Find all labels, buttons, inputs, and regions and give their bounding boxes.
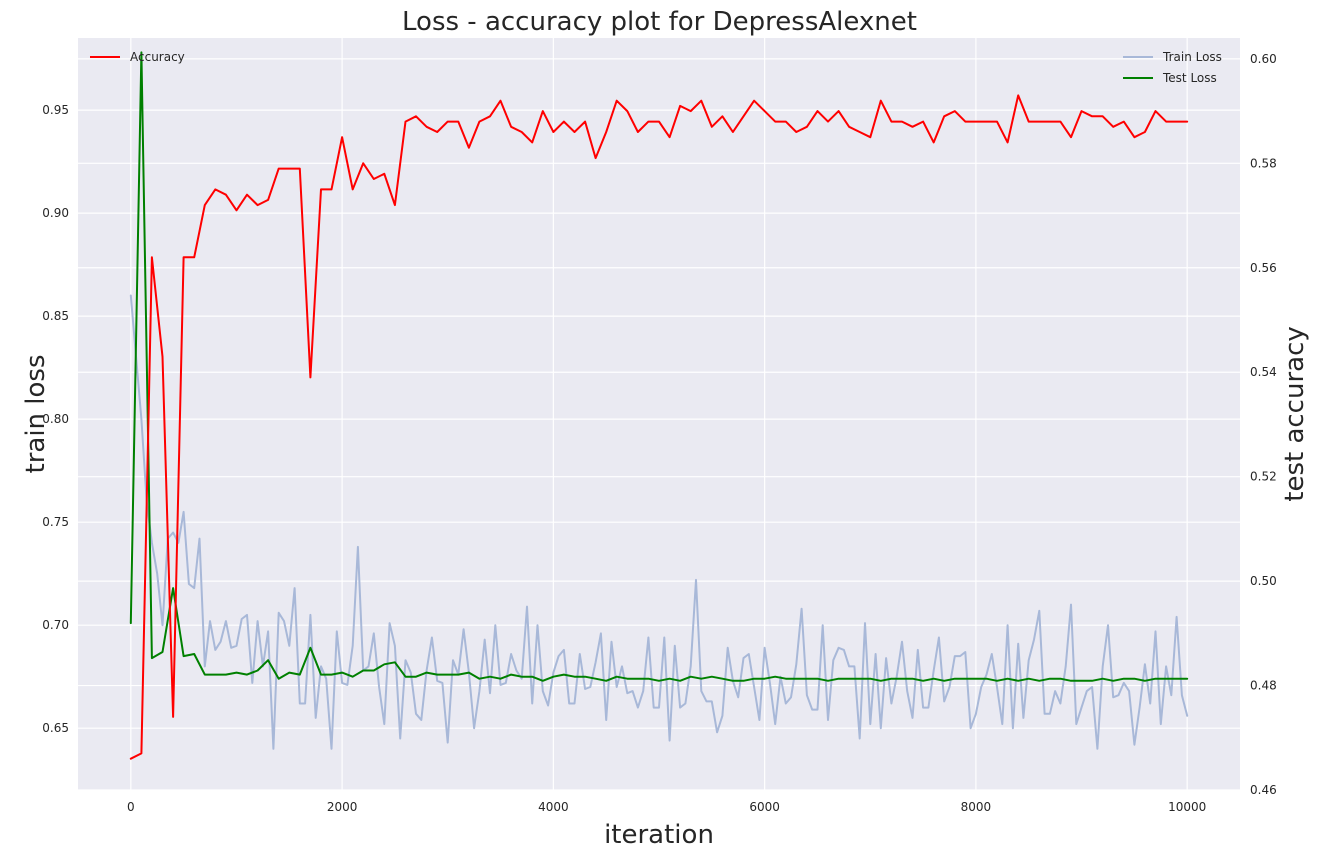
x-tick-label: 0 xyxy=(127,800,135,814)
y-right-tick-label: 0.56 xyxy=(1250,261,1277,275)
x-tick-label: 10000 xyxy=(1168,800,1206,814)
legend-right: Train Loss Test Loss xyxy=(1123,50,1222,85)
legend-left: Accuracy xyxy=(90,50,185,64)
y-right-tick-label: 0.54 xyxy=(1250,365,1277,379)
y-left-tick-label: 0.80 xyxy=(42,412,69,426)
y-left-tick-label: 0.75 xyxy=(42,515,69,529)
legends: Accuracy Train Loss Test Loss xyxy=(90,50,1222,85)
x-tick-label: 6000 xyxy=(749,800,780,814)
y-left-tick-label: 0.85 xyxy=(42,309,69,323)
legend-label: Train Loss xyxy=(1162,50,1222,64)
y-left-tick-label: 0.70 xyxy=(42,618,69,632)
series-layer xyxy=(129,51,1189,760)
chart-title: Loss - accuracy plot for DepressAlexnet xyxy=(402,7,917,37)
y-right-tick-label: 0.46 xyxy=(1250,783,1277,797)
legend-label: Test Loss xyxy=(1162,71,1217,85)
y-axis-label-left: train loss xyxy=(21,354,51,473)
x-axis-label: iteration xyxy=(604,820,714,850)
y-right-tick-label: 0.60 xyxy=(1250,52,1277,66)
y-left-tick-label: 0.65 xyxy=(42,721,69,735)
y-right-tick-label: 0.48 xyxy=(1250,679,1277,693)
train-loss-line xyxy=(129,294,1189,750)
y-axis-label-right: test accuracy xyxy=(1280,326,1310,502)
y-left-tick-label: 0.90 xyxy=(42,206,69,220)
y-left-tick-label: 0.95 xyxy=(42,103,69,117)
x-tick-label: 8000 xyxy=(961,800,992,814)
test-loss-line xyxy=(129,51,1189,682)
y-right-tick-label: 0.50 xyxy=(1250,574,1277,588)
grid-lines xyxy=(78,38,1240,791)
x-tick-label: 2000 xyxy=(327,800,358,814)
legend-label: Accuracy xyxy=(130,50,185,64)
tick-labels: 0 2000 4000 6000 8000 10000 0.65 0.70 0.75 0.80 0.… xyxy=(42,52,1276,814)
x-tick-label: 4000 xyxy=(538,800,569,814)
y-right-tick-label: 0.58 xyxy=(1250,156,1277,170)
y-right-tick-label: 0.52 xyxy=(1250,470,1277,484)
accuracy-line xyxy=(129,94,1189,760)
